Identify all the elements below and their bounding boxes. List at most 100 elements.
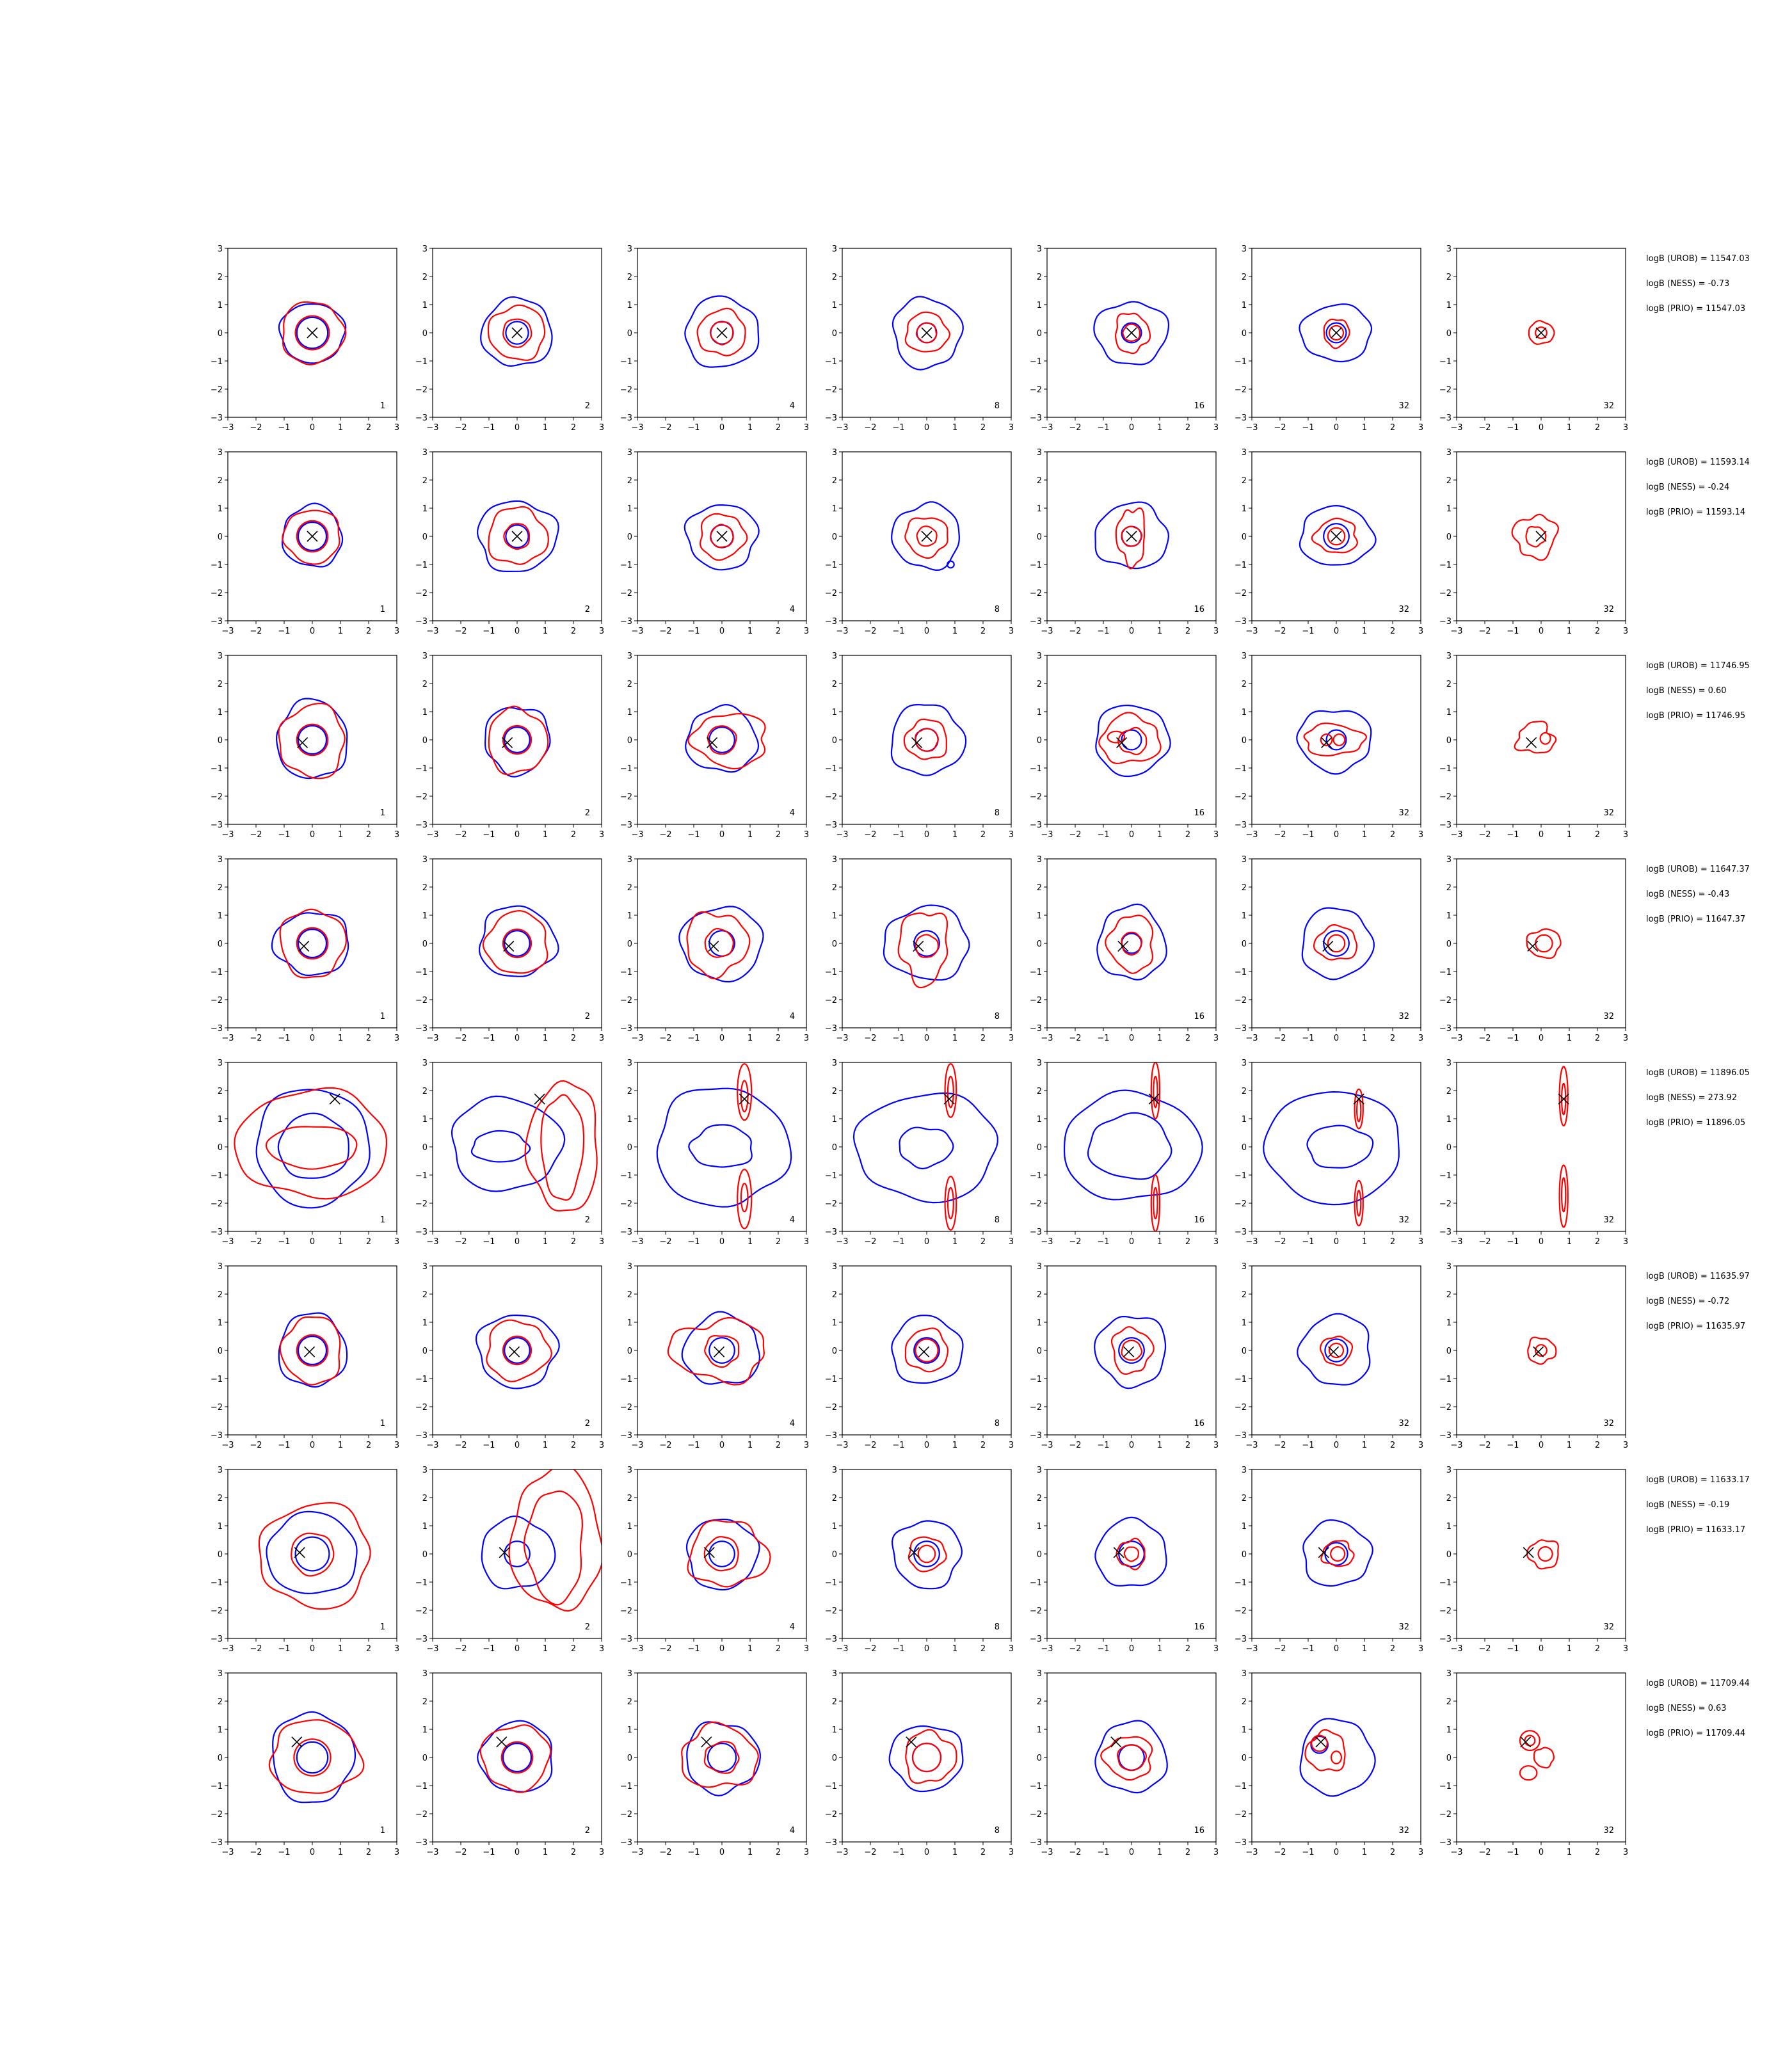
x-tick-label: 1 [543, 423, 548, 433]
panel: −3 −2 −1 0 1 2 3 −3 −2 −1 0 1 2 3 2 [415, 652, 604, 840]
y-tick-label: −1 [1235, 357, 1247, 367]
y-tick-label: −3 [1030, 1024, 1042, 1034]
y-tick-label: −1 [1030, 561, 1042, 570]
x-tick-label: 3 [804, 627, 809, 636]
red-contour [704, 928, 734, 958]
marker-x [1558, 1093, 1569, 1105]
x-tick-label: −2 [250, 1848, 262, 1857]
y-tick-label: 0 [627, 1754, 632, 1763]
x-tick-label: 3 [1418, 1237, 1423, 1247]
x-tick-label: 3 [1009, 1441, 1014, 1450]
y-tick-label: 0 [1446, 736, 1452, 746]
x-tick-label: 1 [952, 1441, 957, 1450]
x-tick-label: 0 [310, 830, 315, 840]
x-tick-label: 1 [952, 1848, 957, 1857]
x-tick-label: −2 [1274, 830, 1286, 840]
x-tick-label: −2 [864, 1644, 876, 1654]
y-tick-label: 2 [422, 680, 428, 689]
x-tick-label: −3 [1041, 1848, 1053, 1857]
red-contour [1514, 721, 1557, 754]
x-tick-label: 1 [1362, 1441, 1367, 1450]
y-tick-label: 1 [1446, 504, 1452, 514]
x-tick-label: 3 [1418, 1644, 1423, 1654]
y-tick-label: 2 [832, 273, 837, 282]
panel: −3 −2 −1 0 1 2 3 −3 −2 −1 0 1 2 3 16 [1030, 652, 1219, 840]
x-tick-label: −3 [426, 1848, 438, 1857]
x-tick-label: 1 [1157, 627, 1162, 636]
y-tick-label: 0 [1037, 736, 1042, 746]
blue-contour [297, 724, 328, 755]
panel: −3 −2 −1 0 1 2 3 −3 −2 −1 0 1 2 3 4 [620, 1669, 809, 1857]
x-tick-label: −2 [250, 1237, 262, 1247]
x-tick-label: −1 [892, 627, 904, 636]
y-tick-label: −3 [1439, 617, 1452, 627]
x-tick-label: 2 [366, 830, 371, 840]
contour-group [891, 1315, 964, 1384]
stat-text: logB (PRIO) = 11633.17 [1646, 1525, 1745, 1535]
blue-contour [504, 930, 531, 957]
y-tick-label: −3 [825, 820, 837, 830]
y-tick-label: 0 [1037, 532, 1042, 542]
blue-contour [504, 1540, 531, 1567]
red-contour [696, 307, 746, 356]
y-tick-label: −2 [1439, 589, 1452, 598]
x-tick-label: −3 [221, 1441, 234, 1450]
panel-label: 2 [585, 401, 590, 411]
x-tick-label: 2 [776, 830, 781, 840]
x-tick-label: 3 [1213, 627, 1219, 636]
y-tick-label: 1 [218, 1522, 223, 1532]
x-tick-label: −1 [278, 627, 290, 636]
x-tick-label: −3 [631, 627, 643, 636]
contour-group [685, 704, 766, 773]
x-tick-label: 1 [952, 830, 957, 840]
red-contour [502, 1335, 532, 1366]
axes-frame [842, 1672, 1012, 1843]
blue-contour [1096, 903, 1167, 980]
x-tick-label: 2 [776, 1644, 781, 1654]
y-tick-label: −1 [620, 1578, 632, 1588]
contour-group [1526, 1539, 1559, 1570]
blue-contour [475, 1315, 560, 1389]
x-tick-label: −3 [1041, 423, 1053, 433]
y-tick-label: 3 [627, 1669, 632, 1679]
red-contour [278, 702, 346, 780]
panel: −3 −2 −1 0 1 2 3 −3 −2 −1 0 1 2 3 16 [1030, 448, 1219, 636]
x-tick-label: 1 [1567, 1644, 1572, 1654]
marker-x [1331, 531, 1342, 542]
blue-contour [708, 1337, 735, 1364]
panel-label: 32 [1398, 1826, 1409, 1836]
x-tick-label: 0 [719, 1441, 724, 1450]
contour-group [1528, 320, 1555, 345]
blue-contour [1325, 729, 1347, 751]
x-tick-label: −2 [250, 1644, 262, 1654]
y-tick-label: 1 [832, 301, 837, 310]
panel-label: 1 [380, 1622, 385, 1632]
x-tick-label: 1 [1362, 627, 1367, 636]
y-tick-label: 3 [1446, 652, 1452, 661]
red-contour [1535, 934, 1553, 953]
x-tick-label: −1 [1097, 830, 1109, 840]
contour-group [1096, 903, 1167, 980]
blue-contour [678, 906, 764, 983]
stat-text: logB (UROB) = 11547.03 [1646, 254, 1750, 264]
contour-group [892, 296, 964, 371]
y-tick-label: −3 [620, 617, 632, 627]
y-tick-label: −2 [415, 1199, 428, 1209]
x-tick-label: −3 [836, 423, 848, 433]
y-tick-label: 0 [832, 329, 837, 339]
x-tick-label: 0 [719, 830, 724, 840]
blue-contour [1299, 303, 1373, 363]
y-tick-label: −1 [1235, 1782, 1247, 1791]
x-tick-label: −3 [1041, 1034, 1053, 1043]
x-tick-label: 3 [804, 1237, 809, 1247]
y-tick-label: −3 [1235, 820, 1247, 830]
stat-text: logB (PRIO) = 11547.03 [1646, 304, 1745, 314]
panel: −3 −2 −1 0 1 2 3 −3 −2 −1 0 1 2 3 32 [1439, 1466, 1628, 1654]
x-tick-label: 1 [1567, 423, 1572, 433]
y-tick-label: 1 [627, 1725, 632, 1735]
y-tick-label: 0 [1446, 532, 1452, 542]
red-contour [1311, 517, 1358, 554]
panel-label: 16 [1194, 1012, 1204, 1021]
marker-x [1527, 940, 1539, 952]
contour-group [681, 1721, 761, 1796]
